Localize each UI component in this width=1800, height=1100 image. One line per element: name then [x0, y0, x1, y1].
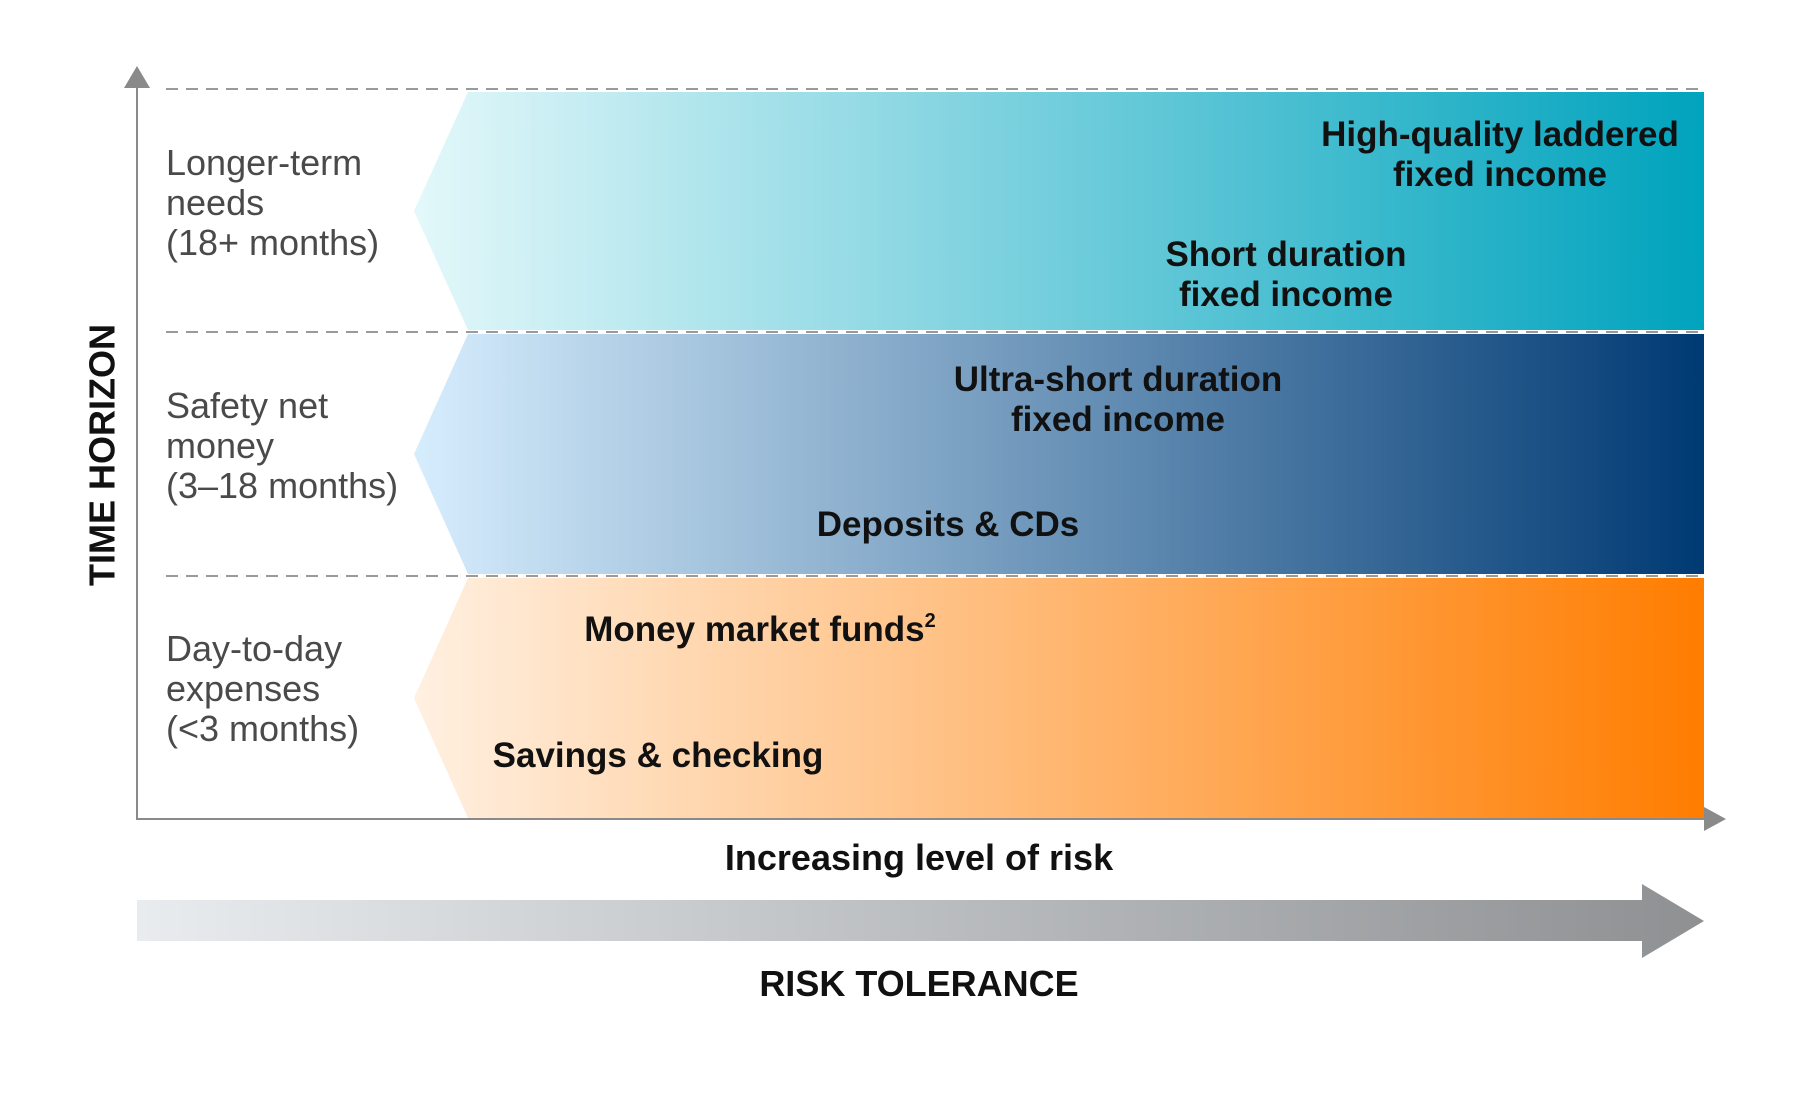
- risk-tolerance-arrow: [137, 884, 1704, 958]
- product-label-line: High-quality laddered: [1321, 115, 1679, 154]
- risk-tolerance-label: RISK TOLERANCE: [759, 963, 1078, 1004]
- product-label-longer-term-2: Short duration fixed income: [1165, 235, 1406, 314]
- row-label-line: expenses: [166, 668, 320, 709]
- row-label-line: needs: [166, 182, 264, 223]
- product-label-day-to-day-2: Savings & checking: [493, 736, 824, 775]
- product-label-safety-net-2: Deposits & CDs: [817, 505, 1080, 544]
- product-label-line: Money market funds: [584, 610, 924, 649]
- x-axis-title: Increasing level of risk: [725, 837, 1114, 878]
- product-label-safety-net-1: Ultra-short duration fixed income: [954, 360, 1283, 439]
- row-label-safety-net: Safety net money (3–18 months): [166, 385, 398, 506]
- row-label-line: (<3 months): [166, 708, 359, 749]
- row-label-line: money: [166, 425, 274, 466]
- footnote-superscript: 2: [925, 610, 936, 632]
- band-longer-term: [414, 92, 1704, 330]
- row-label-line: (3–18 months): [166, 465, 398, 506]
- product-label-longer-term-1: High-quality laddered fixed income: [1321, 115, 1679, 194]
- band-safety-net: [414, 334, 1704, 574]
- row-label-line: Day-to-day: [166, 628, 342, 669]
- row-labels: Longer-term needs (18+ months) Safety net mo…: [166, 142, 398, 749]
- product-label-line: Ultra-short duration: [954, 360, 1283, 399]
- product-label-line: fixed income: [1011, 400, 1225, 439]
- product-label-line: fixed income: [1179, 275, 1393, 314]
- y-axis-title: TIME HORIZON: [82, 324, 123, 586]
- product-label-line: fixed income: [1393, 155, 1607, 194]
- band-day-to-day: [414, 578, 1704, 818]
- row-label-day-to-day: Day-to-day expenses (<3 months): [166, 628, 359, 749]
- product-label-line: Deposits & CDs: [817, 505, 1080, 544]
- y-axis-arrowhead: [124, 66, 150, 88]
- row-label-line: Longer-term: [166, 142, 362, 183]
- row-label-longer-term: Longer-term needs (18+ months): [166, 142, 379, 263]
- row-label-line: Safety net: [166, 385, 328, 426]
- x-axis-arrowhead: [1704, 807, 1726, 831]
- product-label-day-to-day-1: Money market funds2: [584, 610, 935, 649]
- product-label-line: Short duration: [1165, 235, 1406, 274]
- product-label-line: Savings & checking: [493, 736, 824, 775]
- row-label-line: (18+ months): [166, 222, 379, 263]
